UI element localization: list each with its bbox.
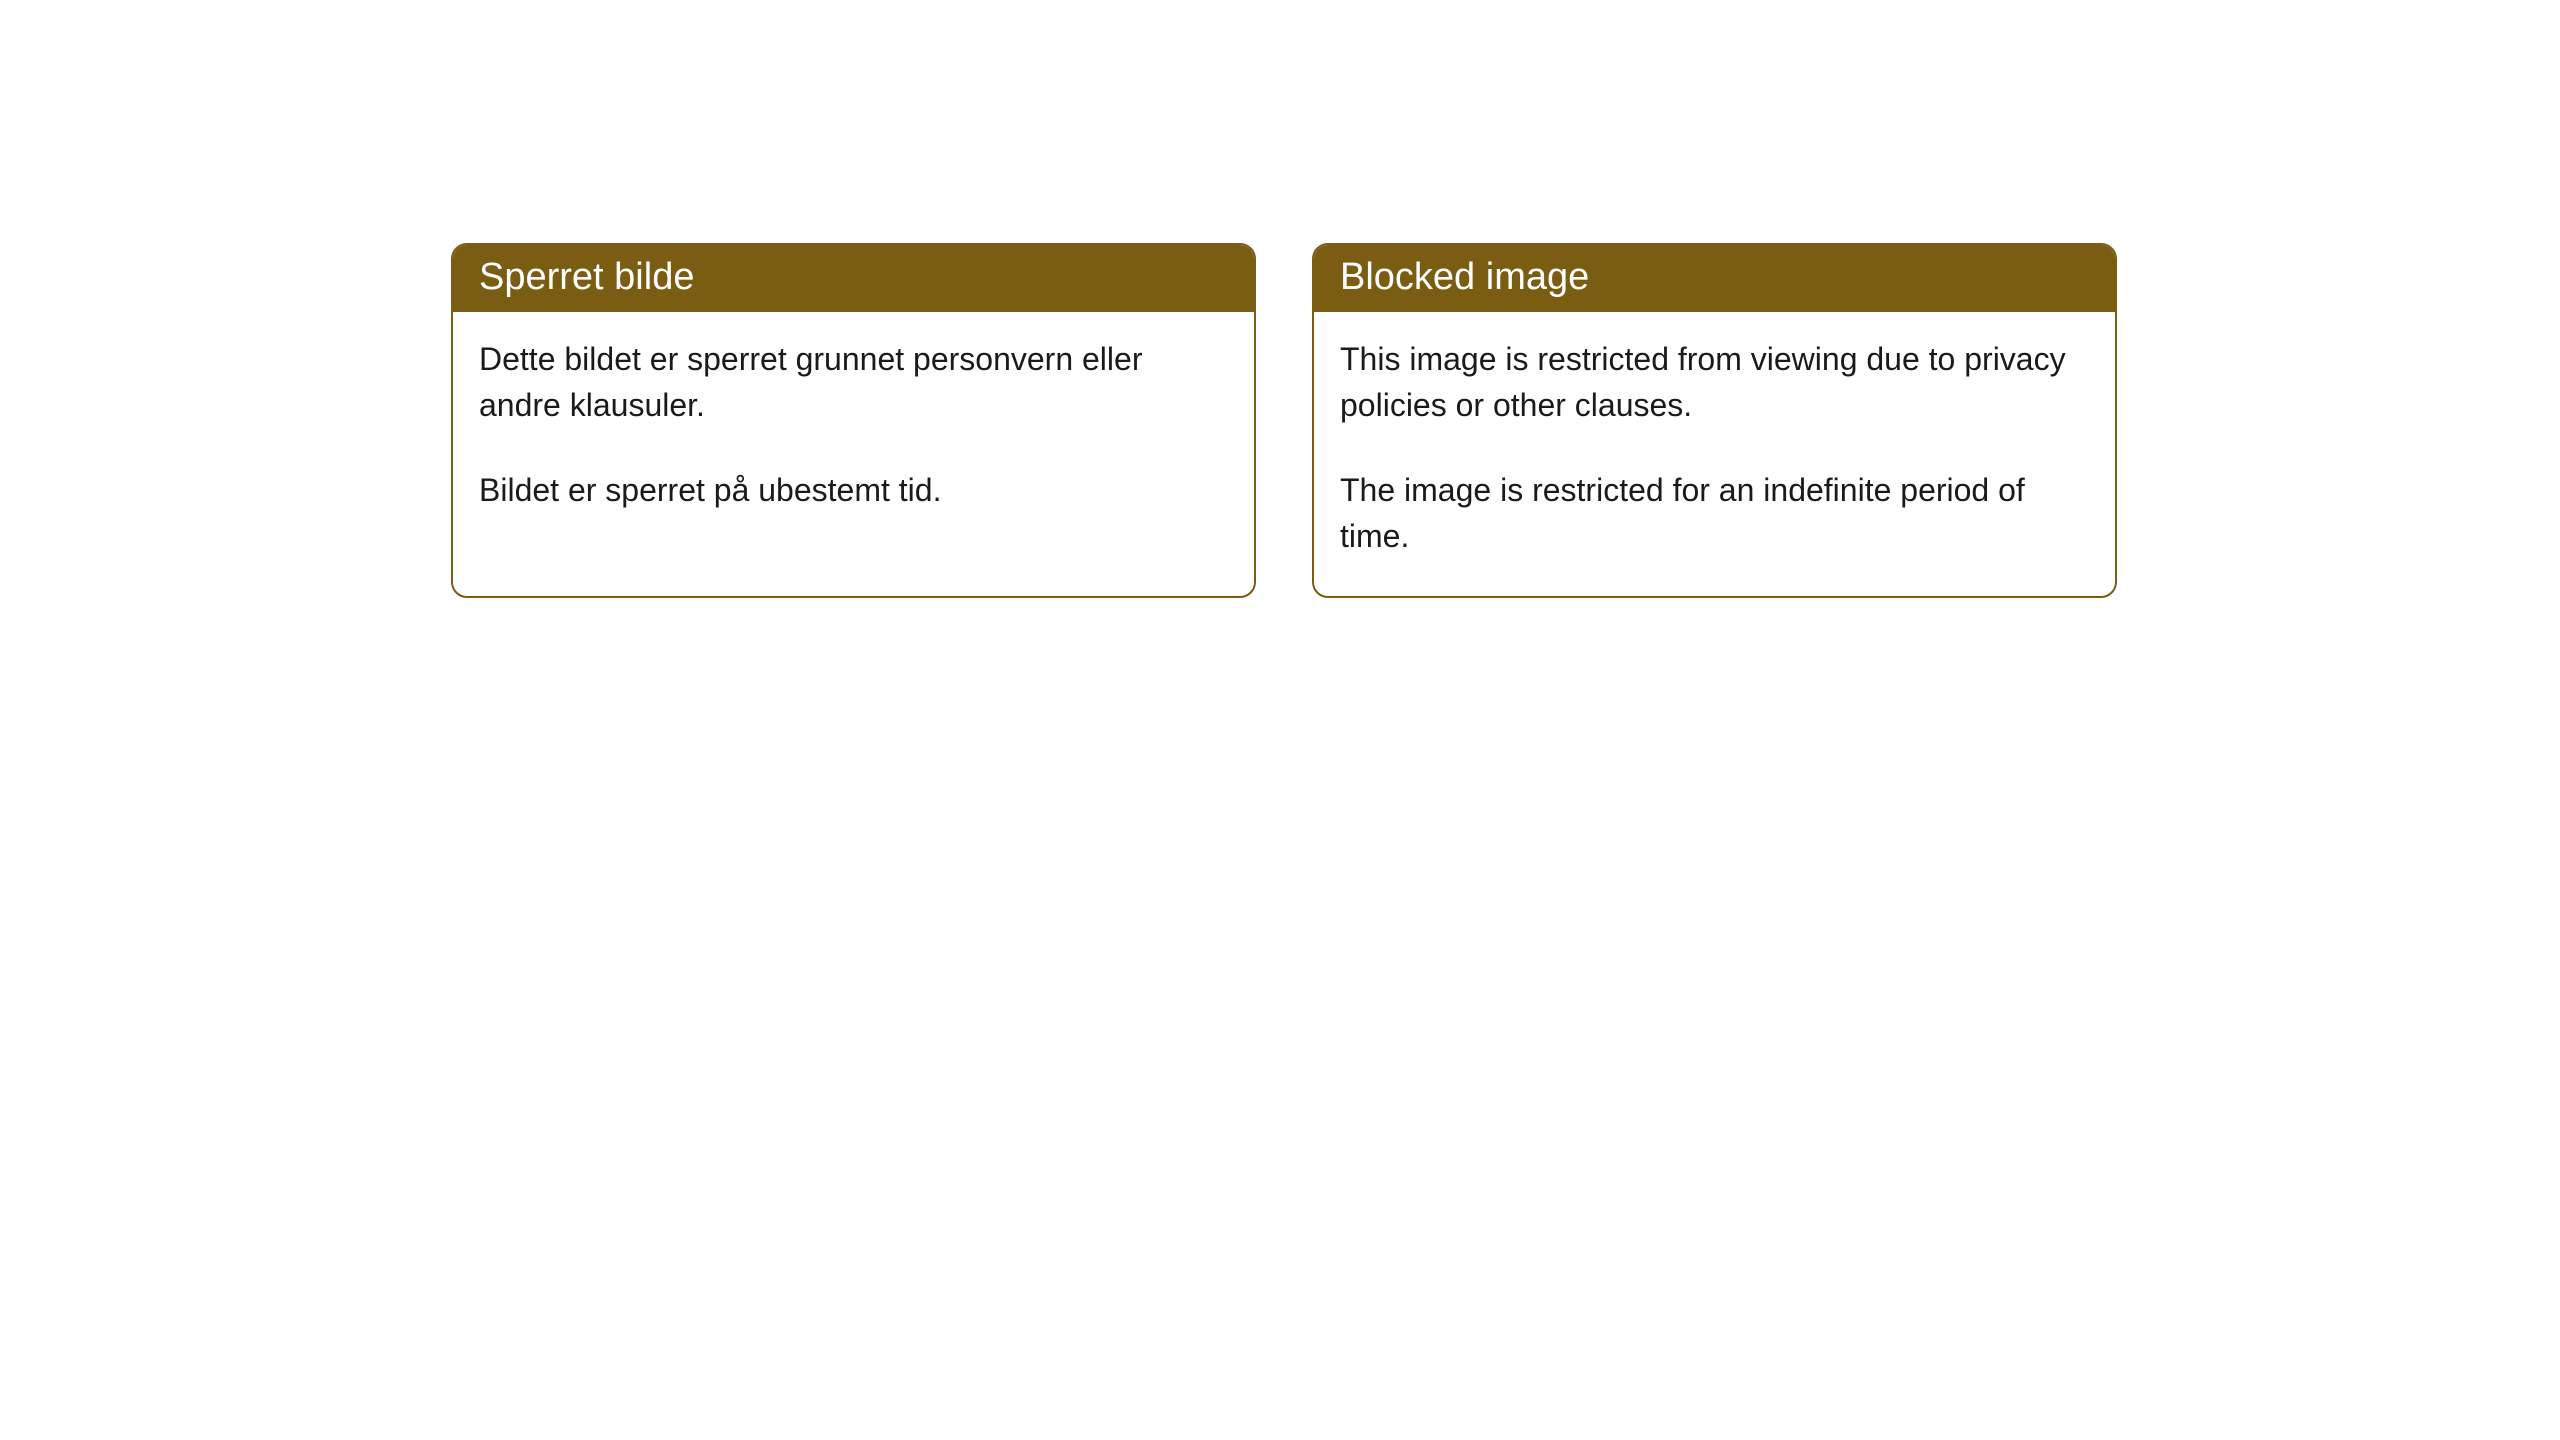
blocked-image-card-english: Blocked image This image is restricted f… — [1312, 243, 2117, 598]
notice-cards-container: Sperret bilde Dette bildet er sperret gr… — [451, 243, 2117, 598]
card-header: Sperret bilde — [453, 245, 1254, 312]
card-paragraph: This image is restricted from viewing du… — [1340, 336, 2089, 429]
card-body: This image is restricted from viewing du… — [1314, 312, 2115, 596]
card-body: Dette bildet er sperret grunnet personve… — [453, 312, 1254, 549]
card-paragraph: Dette bildet er sperret grunnet personve… — [479, 336, 1228, 429]
card-paragraph: Bildet er sperret på ubestemt tid. — [479, 467, 1228, 513]
blocked-image-card-norwegian: Sperret bilde Dette bildet er sperret gr… — [451, 243, 1256, 598]
card-paragraph: The image is restricted for an indefinit… — [1340, 467, 2089, 560]
card-header: Blocked image — [1314, 245, 2115, 312]
